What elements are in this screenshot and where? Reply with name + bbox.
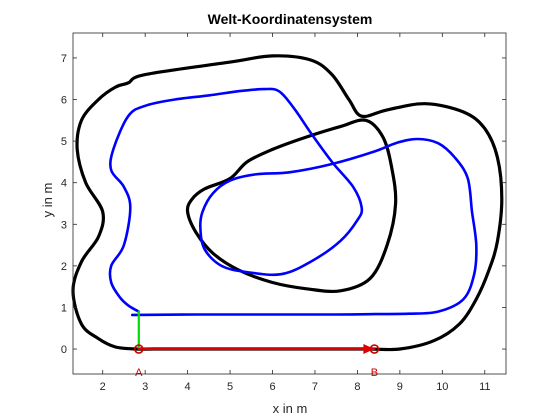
x-tick-label: 3 — [142, 381, 148, 393]
x-axis-label: x in m — [273, 401, 308, 416]
x-tick-label: 7 — [312, 381, 318, 393]
x-tick-label: 4 — [185, 381, 191, 393]
y-tick-label: 7 — [61, 53, 67, 65]
point-b-marker — [369, 344, 380, 354]
x-tick-label: 6 — [269, 381, 275, 393]
x-tick-label: 2 — [100, 381, 106, 393]
y-axis-label: y in m — [40, 183, 55, 218]
point-b-label: B — [371, 367, 378, 379]
x-tick-label: 10 — [436, 381, 448, 393]
x-tick-label: 5 — [227, 381, 233, 393]
y-tick-label: 5 — [61, 136, 67, 148]
inner-loop-boundary-line — [185, 118, 398, 294]
y-tick-label: 1 — [61, 302, 67, 314]
x-tick-label: 9 — [397, 381, 403, 393]
chart-title: Welt-Koordinatensystem — [208, 11, 373, 27]
y-tick-label: 0 — [61, 344, 67, 356]
x-tick-label: 11 — [479, 381, 490, 393]
frame-x-arrowhead — [363, 344, 375, 355]
axes: 2 3 4 5 6 7 8 9 10 11 0 1 2 3 4 5 6 7 — [61, 32, 507, 393]
axes-box — [72, 32, 507, 375]
point-a-label: A — [135, 367, 143, 379]
y-tick-label: 6 — [61, 95, 67, 107]
point-a-marker — [133, 344, 144, 354]
x-tick-label: 8 — [354, 381, 360, 393]
driven-path-line — [108, 87, 478, 317]
y-tick-label: 4 — [61, 178, 67, 190]
y-tick-label: 2 — [61, 261, 67, 273]
y-tick-label: 3 — [61, 219, 67, 231]
track-layer — [71, 54, 504, 355]
